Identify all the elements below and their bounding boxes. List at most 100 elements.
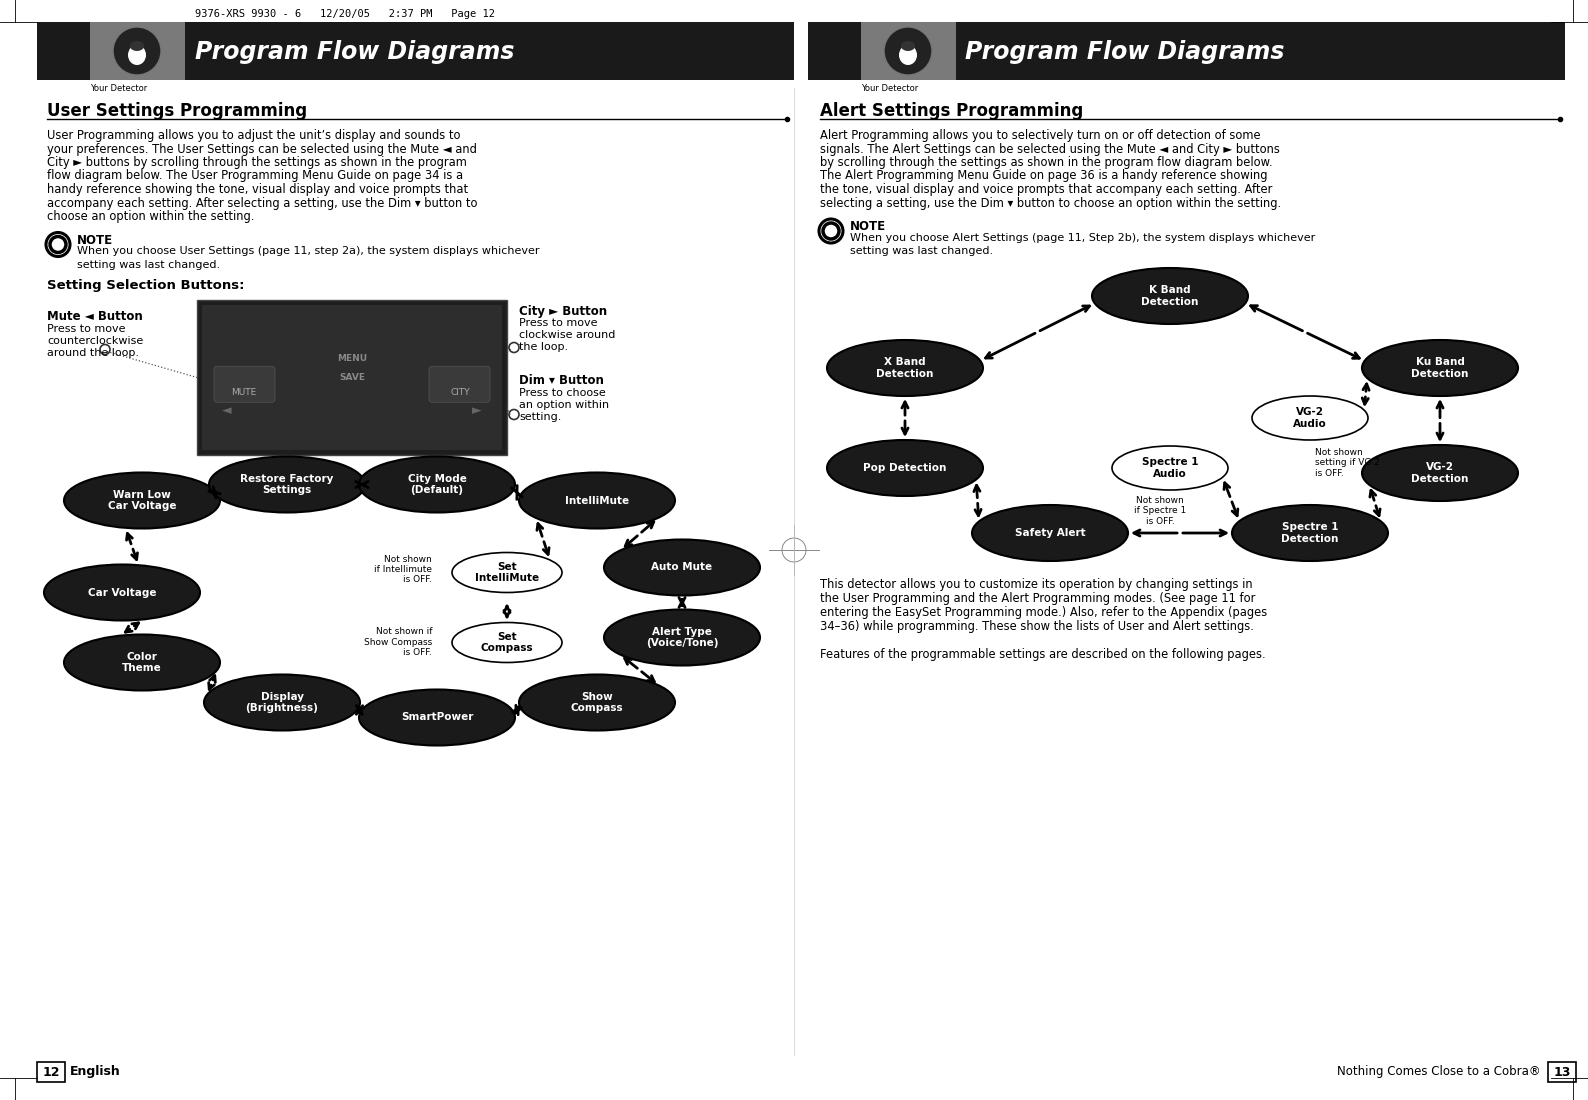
Circle shape [885,28,932,75]
Text: MUTE: MUTE [232,388,257,397]
Text: 9376-XRS 9930 - 6   12/20/05   2:37 PM   Page 12: 9376-XRS 9930 - 6 12/20/05 2:37 PM Page … [195,9,495,19]
Ellipse shape [453,552,562,593]
Text: Auto Mute: Auto Mute [651,562,713,572]
Text: the User Programming and the Alert Programming modes. (See page 11 for: the User Programming and the Alert Progr… [819,592,1256,605]
Text: setting was last changed.: setting was last changed. [850,246,992,256]
Text: NOTE: NOTE [76,233,113,246]
Text: setting.: setting. [519,412,562,422]
Text: Program Flow Diagrams: Program Flow Diagrams [195,40,515,64]
Text: ◄: ◄ [222,405,232,418]
Text: Ku Band
Detection: Ku Band Detection [1412,358,1469,378]
Text: your preferences. The User Settings can be selected using the Mute ◄ and: your preferences. The User Settings can … [48,143,476,155]
FancyBboxPatch shape [1548,1062,1575,1082]
Text: IntelliMute: IntelliMute [565,495,629,506]
Circle shape [100,344,110,354]
Circle shape [510,409,519,419]
Ellipse shape [453,623,562,662]
Text: Set
Compass: Set Compass [481,631,534,653]
Ellipse shape [1093,268,1248,324]
Text: Not shown
setting if VG 2
is OFF.: Not shown setting if VG 2 is OFF. [1315,448,1380,477]
Text: English: English [70,1066,121,1078]
Ellipse shape [129,45,146,65]
Ellipse shape [1112,446,1228,490]
Text: Press to move: Press to move [519,319,597,329]
Circle shape [819,219,843,243]
FancyBboxPatch shape [37,1062,65,1082]
Ellipse shape [1363,340,1518,396]
Text: clockwise around: clockwise around [519,330,616,341]
Ellipse shape [203,674,360,730]
Text: Setting Selection Buttons:: Setting Selection Buttons: [48,279,245,293]
Text: counterclockwise: counterclockwise [48,336,143,345]
Text: City ► buttons by scrolling through the settings as shown in the program: City ► buttons by scrolling through the … [48,156,467,169]
Circle shape [46,232,70,256]
Ellipse shape [827,340,983,396]
Ellipse shape [972,505,1127,561]
Text: Nothing Comes Close to a Cobra®: Nothing Comes Close to a Cobra® [1337,1066,1548,1078]
Ellipse shape [210,456,365,513]
Text: Alert Type
(Voice/Tone): Alert Type (Voice/Tone) [646,627,718,648]
Text: VG-2
Detection: VG-2 Detection [1412,462,1469,484]
Text: Show
Compass: Show Compass [570,692,624,713]
Text: the tone, visual display and voice prompts that accompany each setting. After: the tone, visual display and voice promp… [819,183,1272,196]
Ellipse shape [359,456,515,513]
Text: This detector allows you to customize its operation by changing settings in: This detector allows you to customize it… [819,578,1253,591]
Text: Not shown if
Show Compass
is OFF.: Not shown if Show Compass is OFF. [364,627,432,658]
Text: SmartPower: SmartPower [400,713,473,723]
Text: Car Voltage: Car Voltage [87,587,156,597]
Text: NOTE: NOTE [850,220,886,233]
Text: User Settings Programming: User Settings Programming [48,102,306,120]
Ellipse shape [603,609,761,666]
Ellipse shape [900,41,915,51]
Text: Safety Alert: Safety Alert [1015,528,1085,538]
Text: MENU: MENU [337,354,367,363]
Text: accompany each setting. After selecting a setting, use the Dim ▾ button to: accompany each setting. After selecting … [48,197,478,209]
Text: selecting a setting, use the Dim ▾ button to choose an option within the setting: selecting a setting, use the Dim ▾ butto… [819,197,1282,209]
Text: handy reference showing the tone, visual display and voice prompts that: handy reference showing the tone, visual… [48,183,468,196]
Ellipse shape [64,635,221,691]
Text: 34–36) while programming. These show the lists of User and Alert settings.: 34–36) while programming. These show the… [819,620,1255,632]
Text: 12: 12 [43,1066,60,1078]
Text: User Programming allows you to adjust the unit’s display and sounds to: User Programming allows you to adjust th… [48,129,461,142]
Ellipse shape [519,473,675,528]
Ellipse shape [827,440,983,496]
Circle shape [510,342,519,352]
Text: signals. The Alert Settings can be selected using the Mute ◄ and City ► buttons: signals. The Alert Settings can be selec… [819,143,1280,155]
Text: Dim ▾ Button: Dim ▾ Button [519,374,603,387]
Text: Program Flow Diagrams: Program Flow Diagrams [966,40,1285,64]
Text: Press to choose: Press to choose [519,388,605,398]
Text: Features of the programmable settings are described on the following pages.: Features of the programmable settings ar… [819,648,1266,661]
Text: Pop Detection: Pop Detection [864,463,946,473]
Text: X Band
Detection: X Band Detection [877,358,934,378]
Text: Color
Theme: Color Theme [122,651,162,673]
Text: Press to move: Press to move [48,323,125,333]
Ellipse shape [1251,396,1367,440]
Text: City Mode
(Default): City Mode (Default) [408,474,467,495]
FancyBboxPatch shape [197,299,507,454]
Ellipse shape [44,564,200,620]
Text: Restore Factory
Settings: Restore Factory Settings [240,474,333,495]
Ellipse shape [603,539,761,595]
Text: The Alert Programming Menu Guide on page 36 is a handy reference showing: The Alert Programming Menu Guide on page… [819,169,1267,183]
Text: ►: ► [472,405,481,418]
FancyBboxPatch shape [808,22,1566,80]
Text: flow diagram below. The User Programming Menu Guide on page 34 is a: flow diagram below. The User Programming… [48,169,464,183]
FancyBboxPatch shape [429,366,491,403]
Text: CITY: CITY [449,388,470,397]
Text: City ► Button: City ► Button [519,305,607,318]
Text: Not shown
if Intellimute
is OFF.: Not shown if Intellimute is OFF. [375,554,432,584]
Ellipse shape [1232,505,1388,561]
FancyBboxPatch shape [861,22,956,80]
Text: around the loop.: around the loop. [48,348,140,358]
Text: Spectre 1
Audio: Spectre 1 Audio [1142,458,1199,478]
Ellipse shape [519,674,675,730]
Text: Alert Settings Programming: Alert Settings Programming [819,102,1083,120]
Text: Your Detector: Your Detector [91,84,148,94]
Text: SAVE: SAVE [338,373,365,382]
Text: Mute ◄ Button: Mute ◄ Button [48,309,143,322]
FancyBboxPatch shape [37,22,794,80]
Text: Display
(Brightness): Display (Brightness) [246,692,319,713]
Text: setting was last changed.: setting was last changed. [76,260,221,270]
Text: by scrolling through the settings as shown in the program flow diagram below.: by scrolling through the settings as sho… [819,156,1272,169]
Ellipse shape [130,41,145,51]
